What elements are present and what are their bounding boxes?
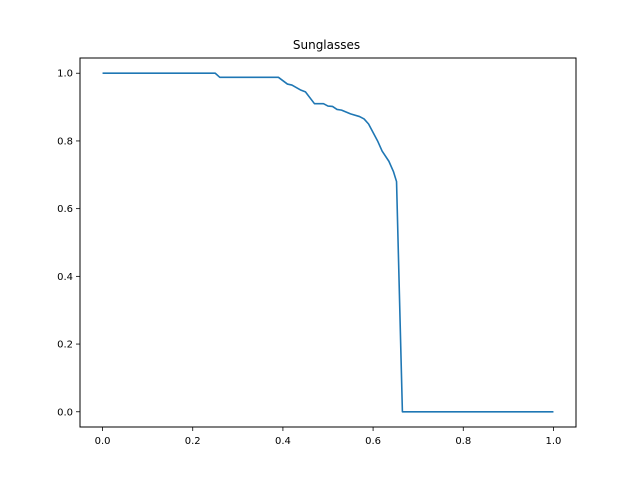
chart-title: Sunglasses bbox=[293, 38, 360, 52]
y-axis: 0.0 0.2 0.4 0.6 0.8 1.0 bbox=[57, 69, 80, 418]
y-tick-label: 0.0 bbox=[57, 407, 73, 418]
y-tick-label: 0.6 bbox=[57, 204, 73, 215]
series-line-0 bbox=[102, 72, 554, 413]
y-tick-label: 0.8 bbox=[57, 136, 73, 147]
x-tick-label: 0.4 bbox=[275, 436, 291, 447]
x-axis: 0.0 0.2 0.4 0.6 0.8 1.0 bbox=[95, 427, 562, 447]
x-tick-label: 1.0 bbox=[546, 436, 562, 447]
y-tick-label: 0.4 bbox=[57, 272, 73, 283]
x-tick-label: 0.8 bbox=[455, 436, 471, 447]
plot-frame bbox=[79, 57, 577, 428]
x-tick-label: 0.2 bbox=[185, 436, 201, 447]
y-tick-label: 1.0 bbox=[57, 69, 73, 80]
y-tick-label: 0.2 bbox=[57, 340, 73, 351]
x-tick-label: 0.6 bbox=[365, 436, 381, 447]
plot-area bbox=[102, 72, 554, 413]
x-tick-label: 0.0 bbox=[95, 436, 111, 447]
